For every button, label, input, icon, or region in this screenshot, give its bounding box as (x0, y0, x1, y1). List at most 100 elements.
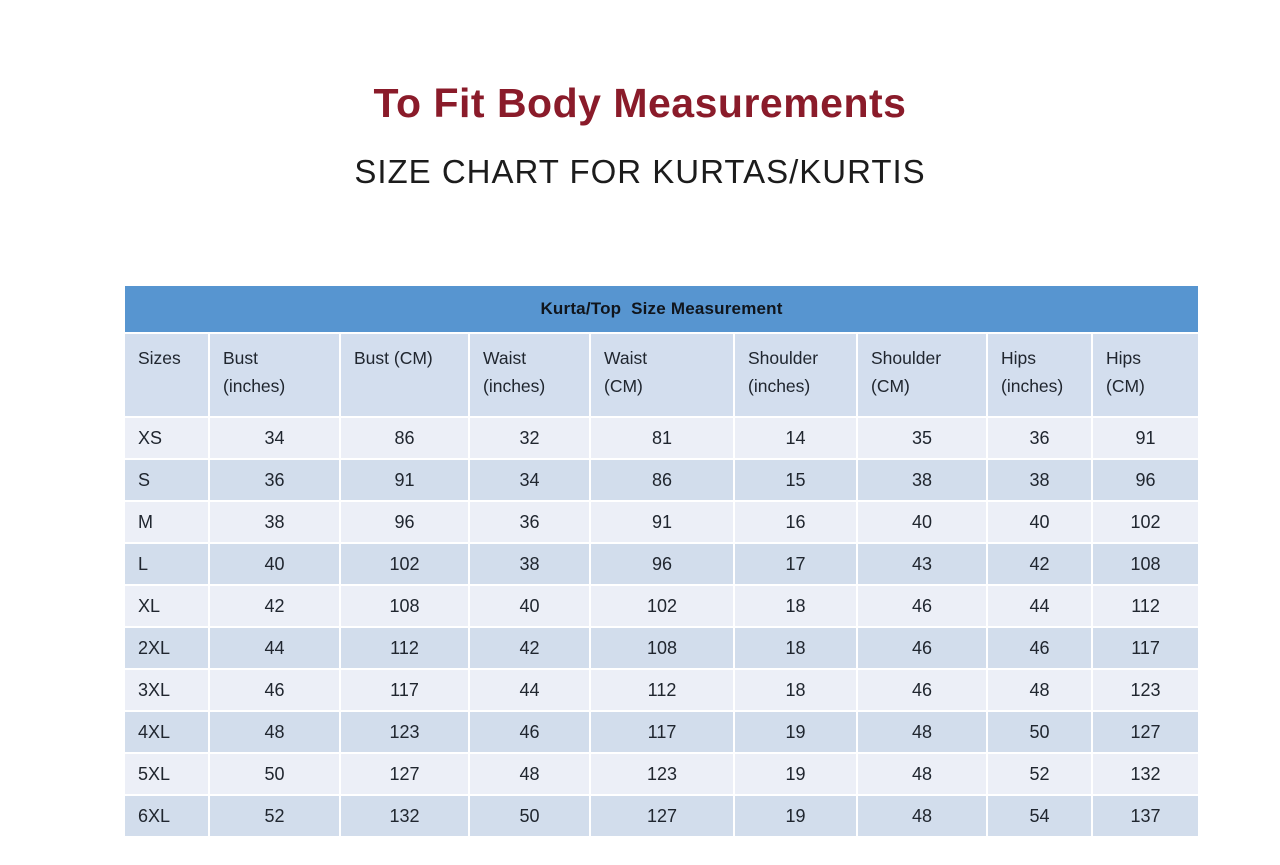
measurement-cell: 91 (589, 500, 735, 544)
measurement-cell: 117 (1090, 626, 1201, 670)
measurement-cell: 35 (856, 416, 988, 460)
column-header-hips-cm: Hips (CM) (1090, 332, 1201, 418)
measurement-cell: 46 (986, 626, 1093, 670)
measurement-cell: 38 (856, 458, 988, 502)
measurement-cell: 46 (856, 668, 988, 712)
measurement-cell: 112 (339, 626, 470, 670)
measurement-cell: 127 (1090, 710, 1201, 754)
measurement-cell: 40 (208, 542, 341, 586)
measurement-cell: 44 (468, 668, 591, 712)
table-row: S 36 91 34 86 15 38 38 96 (123, 458, 1201, 502)
column-header-sizes: Sizes (123, 332, 210, 418)
measurement-cell: 18 (733, 584, 858, 628)
measurement-cell: 32 (468, 416, 591, 460)
measurement-cell: 36 (986, 416, 1093, 460)
table-row: M 38 96 36 91 16 40 40 102 (123, 500, 1201, 544)
size-label-cell: XS (123, 416, 210, 460)
table-row: XS 34 86 32 81 14 35 36 91 (123, 416, 1201, 460)
size-chart-container: Kurta/Top Size Measurement Sizes Bust (i… (122, 284, 1201, 838)
measurement-cell: 132 (1090, 752, 1201, 796)
measurement-cell: 127 (339, 752, 470, 796)
measurement-cell: 96 (1090, 458, 1201, 502)
measurement-cell: 48 (856, 752, 988, 796)
measurement-cell: 86 (589, 458, 735, 502)
measurement-cell: 42 (208, 584, 341, 628)
table-banner-title: Kurta/Top Size Measurement (122, 284, 1201, 334)
table-body: XS 34 86 32 81 14 35 36 91 S 36 91 34 86 15 38 38 96 M 38 96… (123, 416, 1201, 838)
table-row: 5XL 50 127 48 123 19 48 52 132 (123, 752, 1201, 796)
measurement-cell: 38 (986, 458, 1093, 502)
measurement-cell: 19 (733, 794, 858, 838)
measurement-cell: 117 (589, 710, 735, 754)
measurement-cell: 96 (339, 500, 470, 544)
measurement-cell: 117 (339, 668, 470, 712)
measurement-cell: 34 (208, 416, 341, 460)
measurement-cell: 108 (339, 584, 470, 628)
column-header-waist-cm: Waist (CM) (589, 332, 735, 418)
measurement-cell: 112 (589, 668, 735, 712)
measurement-cell: 14 (733, 416, 858, 460)
measurement-cell: 123 (1090, 668, 1201, 712)
table-row: 2XL 44 112 42 108 18 46 46 117 (123, 626, 1201, 670)
measurement-cell: 123 (339, 710, 470, 754)
measurement-cell: 50 (468, 794, 591, 838)
measurement-cell: 18 (733, 626, 858, 670)
measurement-cell: 42 (986, 542, 1093, 586)
measurement-cell: 112 (1090, 584, 1201, 628)
measurement-cell: 54 (986, 794, 1093, 838)
measurement-cell: 91 (339, 458, 470, 502)
measurement-cell: 44 (986, 584, 1093, 628)
measurement-cell: 137 (1090, 794, 1201, 838)
measurement-cell: 42 (468, 626, 591, 670)
measurement-cell: 50 (208, 752, 341, 796)
measurement-cell: 46 (856, 584, 988, 628)
measurement-cell: 34 (468, 458, 591, 502)
measurement-cell: 96 (589, 542, 735, 586)
column-header-shoulder-cm: Shoulder (CM) (856, 332, 988, 418)
size-label-cell: L (123, 542, 210, 586)
size-chart-table: Kurta/Top Size Measurement Sizes Bust (i… (122, 284, 1201, 838)
measurement-cell: 46 (208, 668, 341, 712)
measurement-cell: 40 (468, 584, 591, 628)
measurement-cell: 102 (1090, 500, 1201, 544)
table-row: 3XL 46 117 44 112 18 46 48 123 (123, 668, 1201, 712)
size-label-cell: 2XL (123, 626, 210, 670)
size-label-cell: 6XL (123, 794, 210, 838)
measurement-cell: 46 (856, 626, 988, 670)
measurement-cell: 17 (733, 542, 858, 586)
measurement-cell: 16 (733, 500, 858, 544)
measurement-cell: 108 (589, 626, 735, 670)
measurement-cell: 38 (468, 542, 591, 586)
size-label-cell: S (123, 458, 210, 502)
measurement-cell: 46 (468, 710, 591, 754)
measurement-cell: 48 (468, 752, 591, 796)
measurement-cell: 123 (589, 752, 735, 796)
measurement-cell: 19 (733, 752, 858, 796)
measurement-cell: 36 (468, 500, 591, 544)
measurement-cell: 127 (589, 794, 735, 838)
page-title: To Fit Body Measurements (373, 80, 907, 126)
measurement-cell: 48 (856, 794, 988, 838)
size-label-cell: 5XL (123, 752, 210, 796)
measurement-cell: 38 (208, 500, 341, 544)
table-row: XL 42 108 40 102 18 46 44 112 (123, 584, 1201, 628)
column-header-waist-inches: Waist (inches) (468, 332, 591, 418)
table-row: 6XL 52 132 50 127 19 48 54 137 (123, 794, 1201, 838)
measurement-cell: 43 (856, 542, 988, 586)
column-header-hips-inches: Hips (inches) (986, 332, 1093, 418)
column-header-bust-cm: Bust (CM) (339, 332, 470, 418)
measurement-cell: 81 (589, 416, 735, 460)
size-label-cell: 4XL (123, 710, 210, 754)
measurement-cell: 50 (986, 710, 1093, 754)
measurement-cell: 36 (208, 458, 341, 502)
table-row: L 40 102 38 96 17 43 42 108 (123, 542, 1201, 586)
measurement-cell: 132 (339, 794, 470, 838)
measurement-cell: 48 (986, 668, 1093, 712)
column-header-row: Sizes Bust (inches) Bust (CM) Waist (inc… (123, 332, 1201, 418)
measurement-cell: 102 (589, 584, 735, 628)
measurement-cell: 15 (733, 458, 858, 502)
measurement-cell: 40 (986, 500, 1093, 544)
measurement-cell: 86 (339, 416, 470, 460)
banner-row: Kurta/Top Size Measurement (122, 284, 1201, 334)
measurement-cell: 108 (1090, 542, 1201, 586)
